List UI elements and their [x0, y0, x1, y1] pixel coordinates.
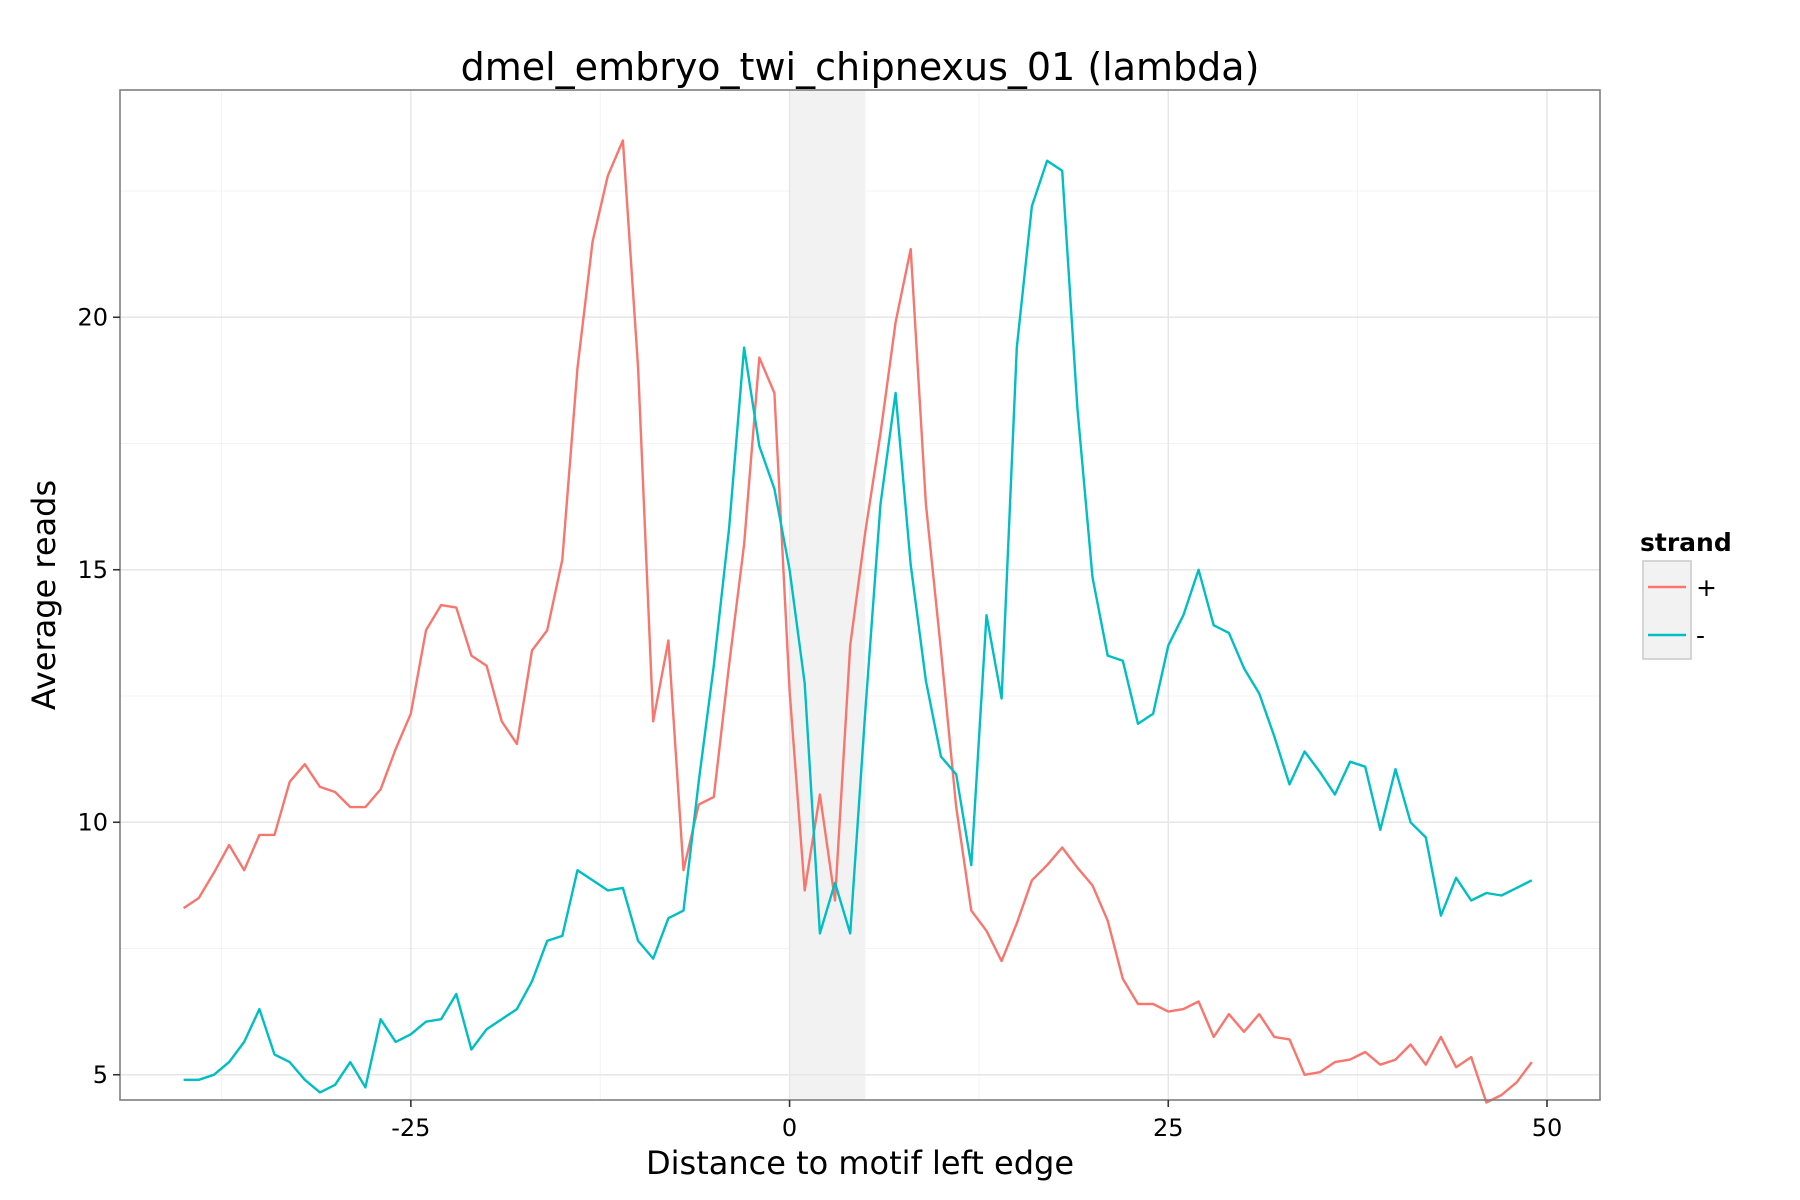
x-tick-label: -25	[391, 1114, 430, 1142]
series-line-plus-strand	[182, 139, 1533, 1104]
plot-border	[119, 89, 1601, 1101]
legend-label-plus: +	[1696, 573, 1717, 602]
y-axis: 5 10 15 20	[77, 303, 120, 1089]
y-axis-title: Average reads	[25, 480, 63, 710]
y-tick-label: 20	[77, 303, 108, 331]
y-tick-label: 10	[77, 808, 108, 836]
y-tick-label: 5	[93, 1061, 108, 1089]
chart-title: dmel_embryo_twi_chipnexus_01 (lambda)	[461, 45, 1260, 89]
x-axis-title: Distance to motif left edge	[646, 1144, 1074, 1182]
x-tick-label: 50	[1532, 1114, 1563, 1142]
legend-key-box	[1642, 560, 1692, 660]
x-tick-label: 25	[1153, 1114, 1184, 1142]
y-tick-label: 15	[77, 556, 108, 584]
legend-label-minus: -	[1696, 621, 1705, 650]
x-tick-label: 0	[782, 1114, 797, 1142]
plot-area	[119, 89, 1601, 1104]
series-line-minus-strand	[183, 159, 1533, 1094]
highlight-region	[789, 90, 866, 1100]
legend-title: strand	[1640, 528, 1732, 557]
legend: strand + -	[1640, 528, 1732, 660]
x-axis: -25 0 25 50	[391, 1100, 1562, 1142]
series-layer	[182, 139, 1533, 1104]
